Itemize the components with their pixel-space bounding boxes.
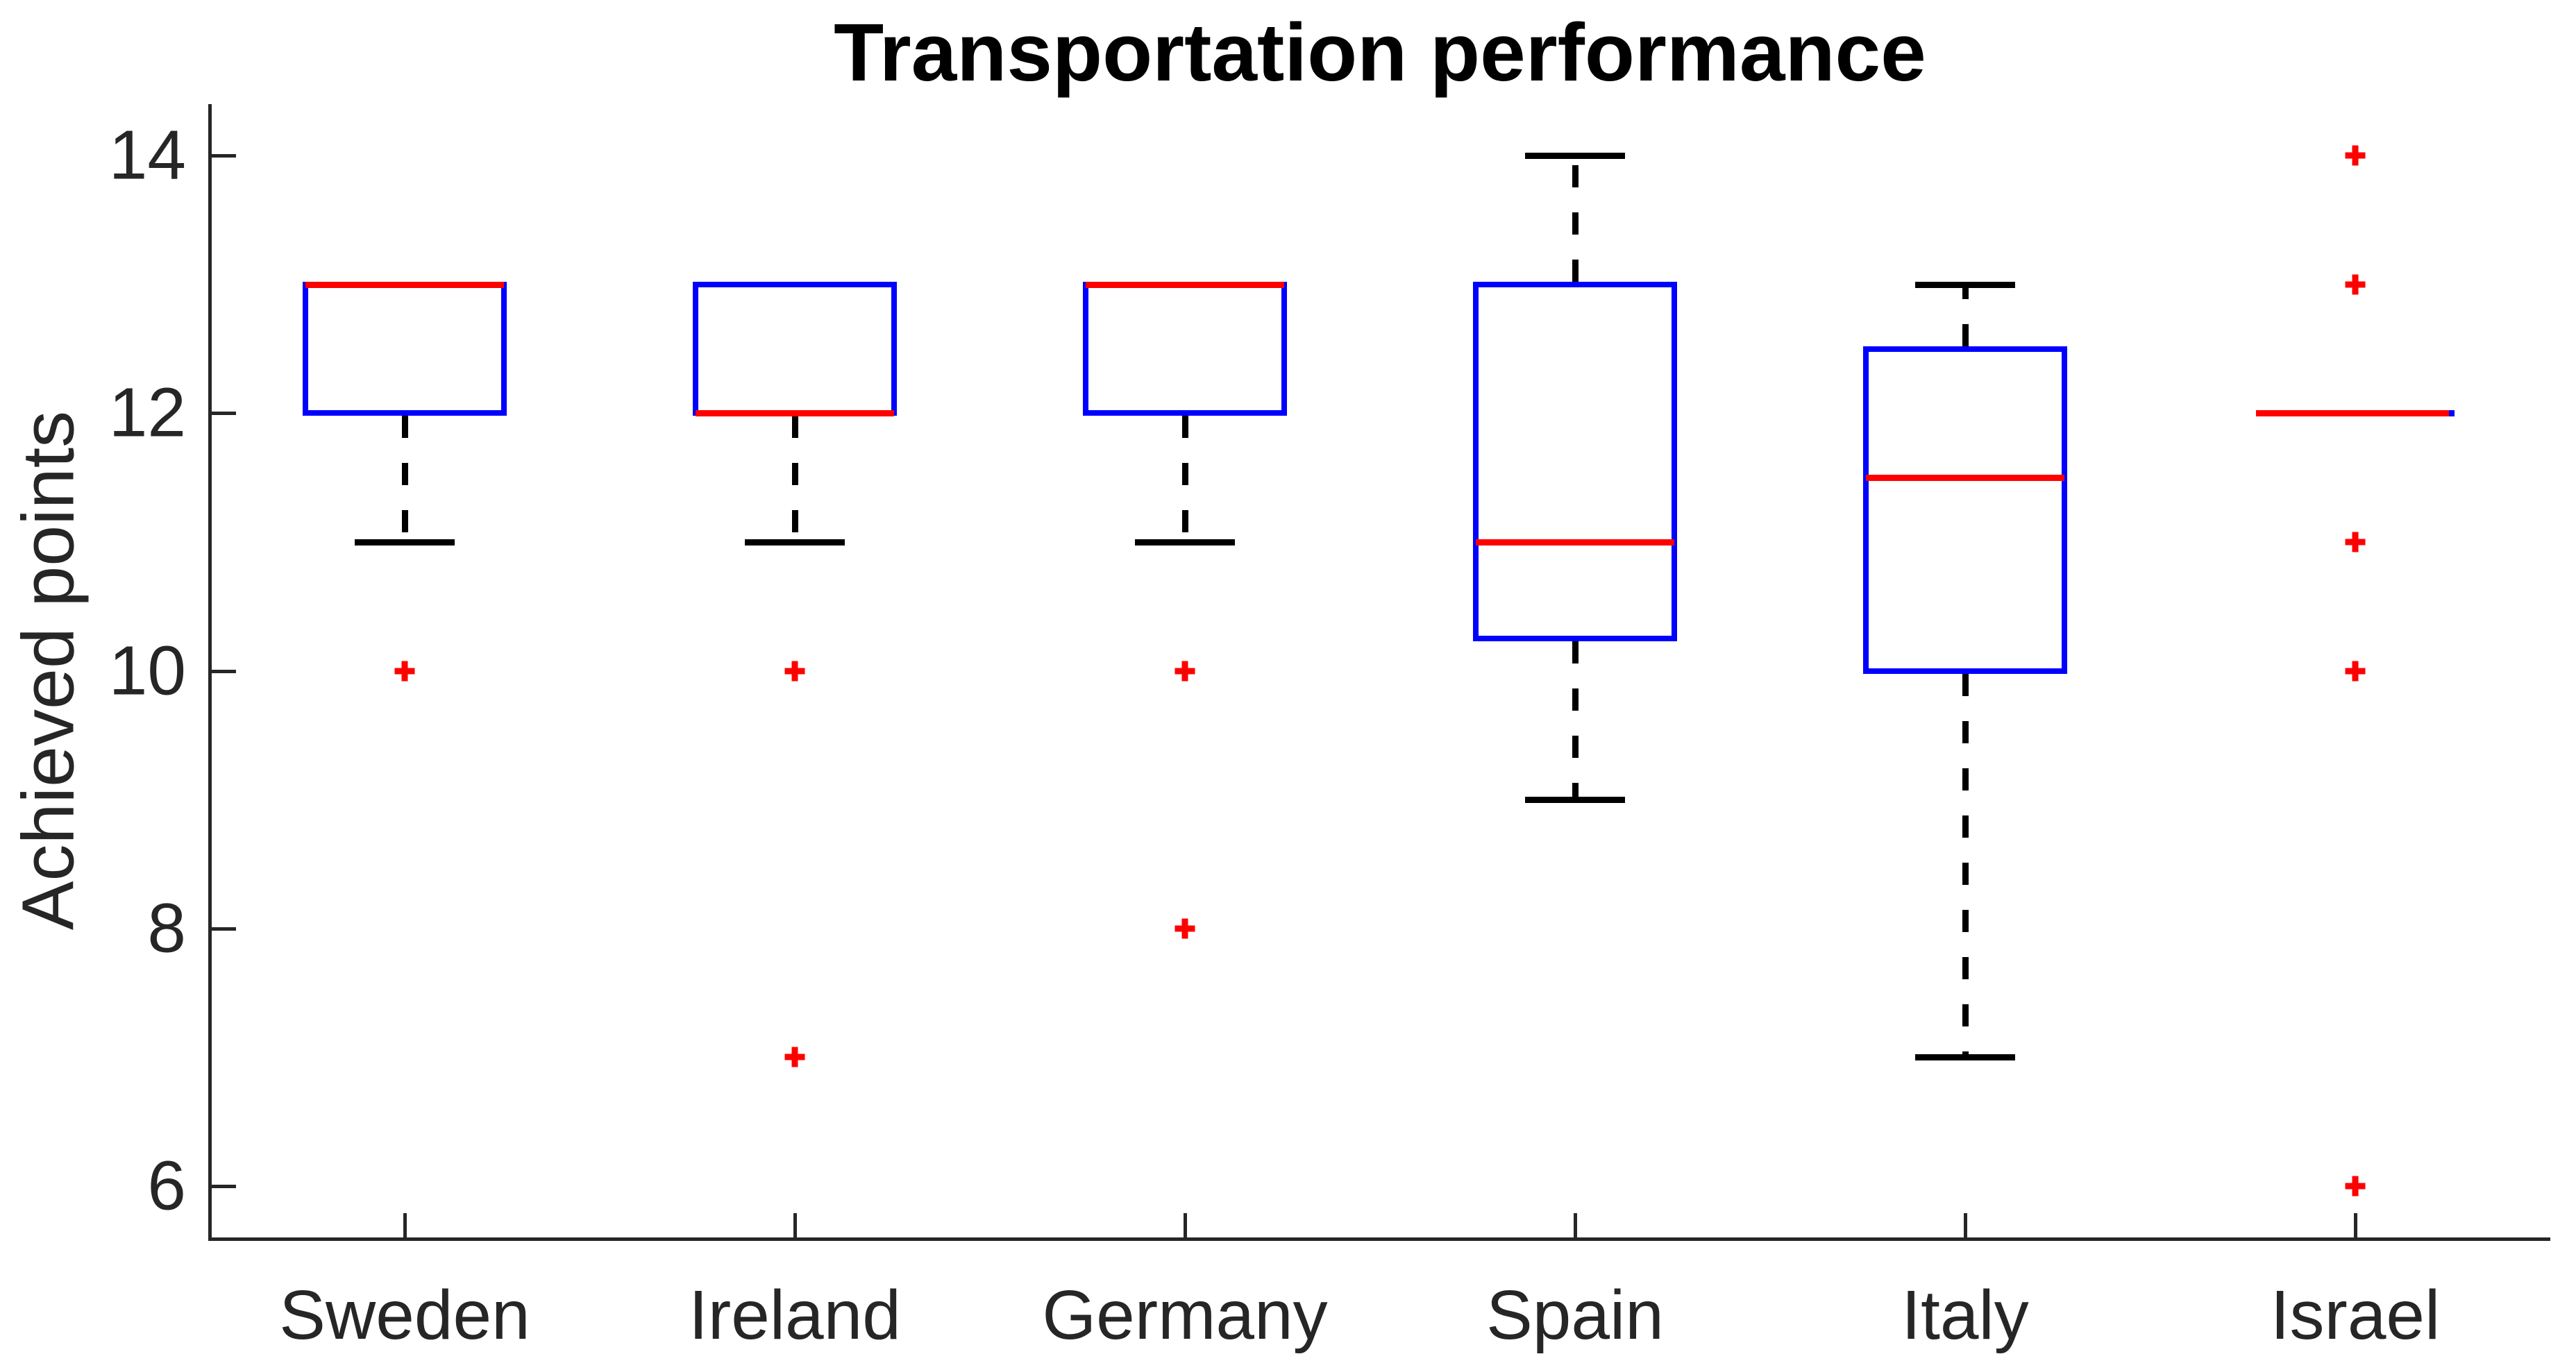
y-tick-label: 14 <box>108 116 186 194</box>
outlier-plus-vertical <box>791 1047 798 1067</box>
outlier-marker-ireland <box>784 661 805 682</box>
outlier-plus-vertical <box>2352 661 2359 682</box>
x-tick-label-ireland: Ireland <box>689 1276 901 1354</box>
y-tick <box>212 412 236 415</box>
outlier-marker-sweden <box>394 661 415 682</box>
lower-whisker-italy <box>1962 674 1969 1054</box>
median-spain <box>1476 539 1674 546</box>
outlier-marker-israel <box>2345 661 2366 682</box>
x-tick <box>403 1213 407 1237</box>
outlier-plus-vertical <box>1181 918 1188 939</box>
x-tick-label-israel: Israel <box>2270 1276 2441 1354</box>
outlier-marker-germany <box>1175 661 1195 682</box>
lower-whisker-cap-sweden <box>355 539 455 546</box>
y-tick-label: 10 <box>108 632 186 710</box>
x-axis-spine <box>208 1237 2550 1241</box>
y-tick-label: 12 <box>108 373 186 452</box>
upper-whisker-spain <box>1572 158 1579 282</box>
lower-whisker-cap-italy <box>1915 1054 2015 1060</box>
box-germany <box>1083 282 1287 416</box>
y-axis-spine <box>208 104 212 1241</box>
y-tick <box>212 670 236 673</box>
median-germany <box>1086 282 1284 288</box>
upper-whisker-cap-spain <box>1525 153 1625 159</box>
y-tick <box>212 927 236 931</box>
x-tick <box>793 1213 797 1237</box>
y-tick <box>212 154 236 158</box>
box-italy <box>1863 346 2067 674</box>
median-ireland <box>696 410 894 416</box>
x-tick <box>1574 1213 1577 1237</box>
median-israel <box>2256 410 2449 416</box>
lower-whisker-germany <box>1182 416 1188 539</box>
lower-whisker-cap-spain <box>1525 797 1625 803</box>
upper-whisker-cap-italy <box>1915 282 2015 288</box>
box-ireland <box>693 282 897 416</box>
outlier-marker-israel <box>2345 532 2366 552</box>
x-tick-label-italy: Italy <box>1901 1276 2029 1354</box>
outlier-marker-germany <box>1175 918 1195 939</box>
x-tick-label-spain: Spain <box>1486 1276 1664 1354</box>
outlier-plus-vertical <box>2352 532 2359 552</box>
outlier-plus-vertical <box>791 661 798 682</box>
lower-whisker-sweden <box>402 416 408 539</box>
outlier-marker-israel <box>2345 1176 2366 1196</box>
y-tick-label: 8 <box>147 889 186 967</box>
outlier-marker-israel <box>2345 145 2366 166</box>
median-italy <box>1866 475 2064 481</box>
lower-whisker-cap-ireland <box>745 539 845 546</box>
outlier-plus-vertical <box>2352 145 2359 166</box>
x-tick <box>2354 1213 2357 1237</box>
outlier-plus-vertical <box>2352 1176 2359 1196</box>
box-sweden <box>303 282 507 416</box>
outlier-plus-vertical <box>2352 274 2359 295</box>
y-tick <box>212 1185 236 1188</box>
plot-area <box>210 104 2550 1237</box>
x-tick <box>1964 1213 1967 1237</box>
box-spain <box>1473 282 1677 641</box>
y-tick-label: 6 <box>147 1147 186 1225</box>
median-sweden <box>305 282 504 288</box>
outlier-marker-ireland <box>784 1047 805 1067</box>
chart-title: Transportation performance <box>834 7 1926 99</box>
outlier-plus-vertical <box>1181 661 1188 682</box>
x-tick-label-sweden: Sweden <box>279 1276 530 1354</box>
outlier-plus-vertical <box>401 661 408 682</box>
outlier-marker-israel <box>2345 274 2366 295</box>
lower-whisker-ireland <box>792 416 798 539</box>
x-tick-label-germany: Germany <box>1042 1276 1328 1354</box>
x-tick <box>1184 1213 1187 1237</box>
upper-whisker-italy <box>1962 287 1969 346</box>
lower-whisker-spain <box>1572 641 1579 797</box>
lower-whisker-cap-germany <box>1135 539 1235 546</box>
